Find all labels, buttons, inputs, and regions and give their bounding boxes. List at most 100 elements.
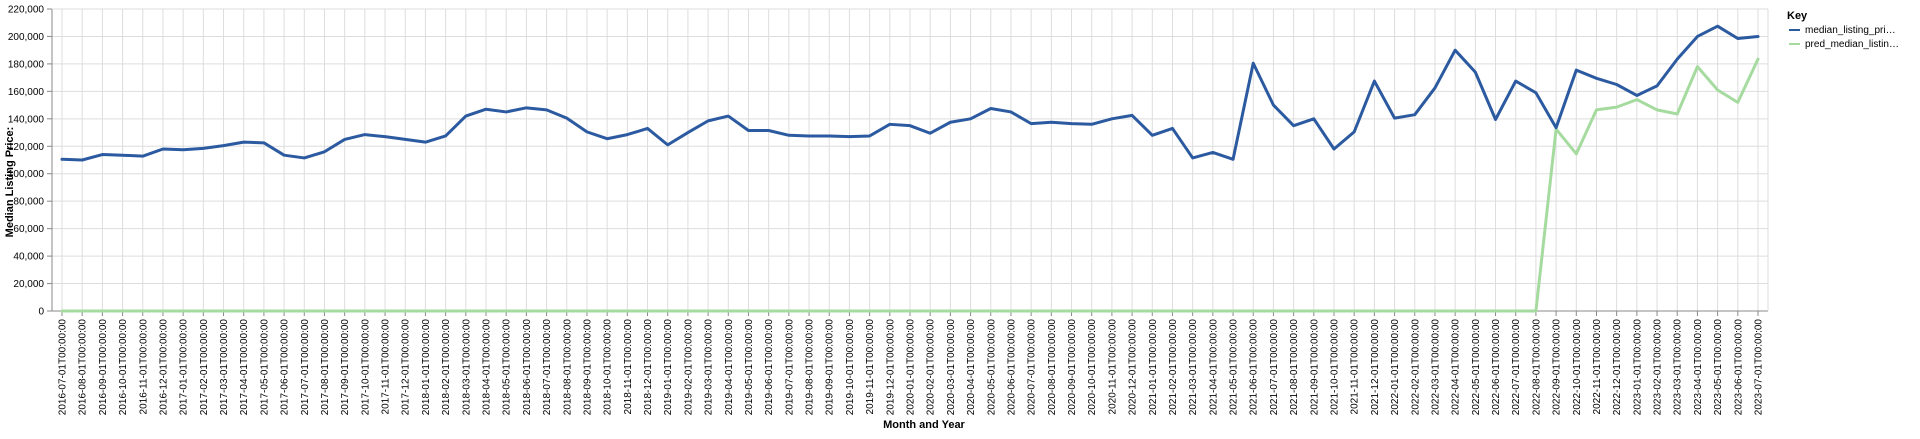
- x-tick-label: 2017-12-01T00:00:00: [401, 319, 412, 416]
- x-tick-label: 2019-03-01T00:00:00: [704, 319, 715, 416]
- x-tick-label: 2019-04-01T00:00:00: [724, 319, 735, 416]
- x-tick-label: 2020-06-01T00:00:00: [1006, 319, 1017, 416]
- y-tick-label: 220,000: [8, 5, 45, 16]
- x-tick-label: 2018-03-01T00:00:00: [461, 319, 472, 416]
- x-tick-label: 2016-08-01T00:00:00: [78, 319, 89, 416]
- x-tick-label: 2023-02-01T00:00:00: [1653, 319, 1664, 416]
- x-tick-label: 2019-09-01T00:00:00: [825, 319, 836, 416]
- x-tick-label: 2018-10-01T00:00:00: [603, 319, 614, 416]
- x-tick-label: 2018-06-01T00:00:00: [522, 319, 533, 416]
- x-tick-label: 2019-01-01T00:00:00: [663, 319, 674, 416]
- x-tick-label: 2016-09-01T00:00:00: [98, 319, 109, 416]
- x-tick-label: 2019-06-01T00:00:00: [764, 319, 775, 416]
- x-tick-label: 2016-11-01T00:00:00: [138, 319, 149, 415]
- series-lines: [60, 24, 1760, 313]
- x-tick-label: 2021-02-01T00:00:00: [1168, 319, 1179, 416]
- y-tick-label: 120,000: [8, 142, 45, 153]
- x-tick-label: 2022-10-01T00:00:00: [1572, 319, 1583, 416]
- x-tick-label: 2021-06-01T00:00:00: [1249, 319, 1260, 416]
- x-axis-title: Month and Year: [883, 419, 965, 431]
- x-tick-label: 2019-10-01T00:00:00: [845, 319, 856, 416]
- y-tick-label: 80,000: [13, 197, 44, 208]
- x-tick-label: 2016-10-01T00:00:00: [118, 319, 129, 416]
- x-tick-label: 2022-11-01T00:00:00: [1592, 319, 1603, 415]
- series-line-1: [60, 24, 1760, 162]
- legend: Key median_listing_pri… pred_median_listi…: [1787, 10, 1899, 50]
- y-tick-label: 60,000: [13, 224, 44, 235]
- grid: [52, 8, 1768, 312]
- x-tick-label: 2021-09-01T00:00:00: [1309, 319, 1320, 416]
- x-tick-label: 2021-05-01T00:00:00: [1229, 319, 1240, 416]
- x-tick-label: 2021-07-01T00:00:00: [1269, 319, 1280, 416]
- x-tick-label: 2019-12-01T00:00:00: [885, 319, 896, 416]
- y-tick-label: 200,000: [8, 32, 45, 43]
- x-tick-label: 2018-01-01T00:00:00: [421, 319, 432, 416]
- x-tick-label: 2018-07-01T00:00:00: [542, 319, 553, 416]
- x-tick-label: 2018-09-01T00:00:00: [582, 319, 593, 416]
- x-tick-label: 2017-08-01T00:00:00: [320, 319, 331, 416]
- x-tick-label: 2022-09-01T00:00:00: [1552, 319, 1563, 416]
- x-tick-label: 2023-03-01T00:00:00: [1673, 319, 1684, 416]
- x-tick-label: 2018-04-01T00:00:00: [482, 319, 493, 416]
- x-tick-label: 2019-05-01T00:00:00: [744, 319, 755, 416]
- x-tick-label: 2022-01-01T00:00:00: [1390, 319, 1401, 416]
- x-tick-label: 2018-08-01T00:00:00: [562, 319, 573, 416]
- x-tick-label: 2022-08-01T00:00:00: [1531, 319, 1542, 416]
- x-tick-label: 2021-08-01T00:00:00: [1289, 319, 1300, 416]
- x-tick-label: 2017-11-01T00:00:00: [381, 319, 392, 415]
- x-tick-label: 2018-11-01T00:00:00: [623, 319, 634, 415]
- x-tick-label: 2022-07-01T00:00:00: [1511, 319, 1522, 416]
- x-tick-label: 2020-03-01T00:00:00: [946, 319, 957, 416]
- x-tick-label: 2021-10-01T00:00:00: [1330, 319, 1341, 416]
- x-tick-label: 2019-02-01T00:00:00: [683, 319, 694, 416]
- x-tick-label: 2020-09-01T00:00:00: [1067, 319, 1078, 416]
- x-tick-label: 2021-11-01T00:00:00: [1350, 319, 1361, 415]
- x-tick-label: 2017-03-01T00:00:00: [219, 319, 230, 416]
- axes: 0 20,000 40,000 60,000 80,000 100,000 120,000 1…: [8, 5, 1769, 416]
- x-tick-label: 2019-08-01T00:00:00: [805, 319, 816, 416]
- x-tick-label: 2018-02-01T00:00:00: [441, 319, 452, 416]
- x-tick-label: 2017-04-01T00:00:00: [239, 319, 250, 416]
- x-tick-label: 2017-02-01T00:00:00: [199, 319, 210, 416]
- x-tick-label: 2022-04-01T00:00:00: [1451, 319, 1462, 416]
- x-tick-label: 2022-06-01T00:00:00: [1491, 319, 1502, 416]
- y-tick-label: 180,000: [8, 59, 45, 70]
- x-tick-label: 2023-04-01T00:00:00: [1693, 319, 1704, 416]
- x-tick-label: 2020-08-01T00:00:00: [1047, 319, 1058, 416]
- legend-title: Key: [1787, 10, 1808, 22]
- y-tick-label: 140,000: [8, 114, 45, 125]
- x-tick-label: 2020-04-01T00:00:00: [966, 319, 977, 416]
- y-axis-title: Median Listing Price:: [4, 127, 16, 238]
- x-tick-label: 2020-11-01T00:00:00: [1107, 319, 1118, 415]
- legend-label: pred_median_listin…: [1805, 39, 1899, 50]
- y-tick-label: 160,000: [8, 87, 45, 98]
- x-tick-label: 2021-04-01T00:00:00: [1208, 319, 1219, 416]
- x-tick-label: 2020-01-01T00:00:00: [906, 319, 917, 416]
- x-tick-label: 2020-05-01T00:00:00: [986, 319, 997, 416]
- x-tick-label: 2021-01-01T00:00:00: [1148, 319, 1159, 416]
- x-tick-label: 2017-10-01T00:00:00: [360, 319, 371, 416]
- x-tick-label: 2016-12-01T00:00:00: [158, 319, 169, 416]
- x-tick-label: 2020-02-01T00:00:00: [926, 319, 937, 416]
- x-tick-label: 2020-12-01T00:00:00: [1128, 319, 1139, 416]
- y-tick-label: 40,000: [13, 252, 44, 263]
- x-tick-label: 2018-05-01T00:00:00: [502, 319, 513, 416]
- x-tick-label: 2023-07-01T00:00:00: [1754, 319, 1765, 416]
- x-tick-label: 2020-07-01T00:00:00: [1027, 319, 1038, 416]
- x-tick-label: 2017-06-01T00:00:00: [280, 319, 291, 416]
- x-tick-label: 2022-02-01T00:00:00: [1410, 319, 1421, 416]
- x-tick-label: 2017-09-01T00:00:00: [340, 319, 351, 416]
- x-tick-label: 2019-11-01T00:00:00: [865, 319, 876, 415]
- x-tick-label: 2021-03-01T00:00:00: [1188, 319, 1199, 416]
- x-tick-label: 2016-07-01T00:00:00: [58, 319, 69, 416]
- x-tick-label: 2023-01-01T00:00:00: [1632, 319, 1643, 416]
- legend-label: median_listing_pri…: [1805, 25, 1896, 36]
- x-tick-label: 2020-10-01T00:00:00: [1087, 319, 1098, 416]
- x-tick-label: 2022-05-01T00:00:00: [1471, 319, 1482, 416]
- x-tick-label: 2023-05-01T00:00:00: [1713, 319, 1724, 416]
- x-tick-label: 2017-05-01T00:00:00: [259, 319, 270, 416]
- x-tick-label: 2022-03-01T00:00:00: [1430, 319, 1441, 416]
- x-tick-label: 2018-12-01T00:00:00: [643, 319, 654, 416]
